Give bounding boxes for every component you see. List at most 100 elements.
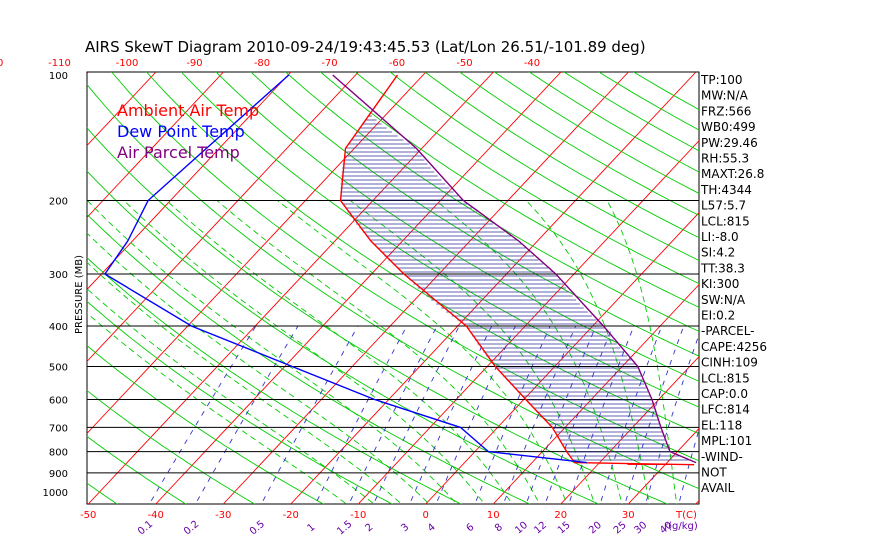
pressure-tick-label: 500 (49, 362, 68, 373)
mixing-ratio-tick-label: 20 (587, 520, 604, 537)
mixing-ratio-tick-label: 3 (399, 522, 411, 535)
index-entry: TT:38.3 (700, 261, 745, 275)
y-axis-label: PRESSURE (MB) (74, 255, 85, 334)
dry-adiabat-line (319, 72, 699, 308)
moist-adiabat-line (87, 288, 375, 504)
isotherm-line (87, 72, 157, 147)
mixing-ratio-tick-label: 0.2 (182, 519, 201, 538)
mixing-ratio-line (600, 325, 663, 501)
temp-unit-label: T(C) (675, 510, 697, 521)
mixing-ratio-line (196, 325, 299, 502)
isotherm-line (87, 72, 494, 504)
index-entry: WB0:499 (701, 120, 756, 134)
mixing-ratio-tick-label: 1 (305, 522, 317, 535)
index-entry: SI:4.2 (701, 246, 735, 260)
index-entry: EL:118 (701, 418, 742, 432)
mixing-ratio-line (436, 325, 516, 501)
top-temp-tick-label: -110 (48, 58, 71, 69)
index-entry: -WIND- (701, 450, 743, 464)
isotherm-line (155, 72, 562, 504)
index-entry: TH:4344 (700, 183, 752, 197)
isotherm-line (763, 72, 870, 504)
pressure-tick-label: 200 (49, 197, 68, 208)
mixing-ratio-tick-label: 10 (513, 520, 530, 537)
index-entry: EI:0.2 (701, 309, 735, 323)
isotherm-line (87, 72, 292, 291)
mixing-ratio-line (150, 325, 257, 502)
isotherm-line (87, 72, 359, 363)
index-entry: MAXT:26.8 (701, 167, 764, 181)
dry-adiabat-line (87, 345, 325, 504)
mixing-ratio-line (679, 427, 699, 501)
chart-title: AIRS SkewT Diagram 2010-09-24/19:43:45.5… (85, 38, 646, 56)
isotherm-line (831, 72, 870, 504)
bottom-temp-tick-label: -30 (215, 510, 231, 521)
dry-adiabat-line (87, 435, 187, 504)
index-entry: SW:N/A (701, 293, 746, 307)
index-entry: LCL:815 (701, 214, 750, 228)
bottom-temp-tick-label: -50 (80, 510, 96, 521)
pressure-tick-label: 400 (49, 322, 68, 333)
mixing-ratio-tick-label: 12 (532, 520, 549, 537)
dry-adiabat-line (87, 213, 531, 504)
pressure-tick-label: 300 (49, 270, 68, 281)
bottom-temp-tick-label: 0 (423, 510, 429, 521)
index-entry: -PARCEL- (701, 324, 755, 338)
profile-lines (103, 74, 697, 466)
mixing-ratio-unit-label: r(g/kg) (664, 521, 698, 532)
index-entry: NOT (701, 466, 727, 480)
mixing-ratio-tick-label: 0.1 (136, 519, 155, 538)
moist-adiabat-line (606, 200, 678, 504)
moist-adiabat-line (87, 200, 458, 504)
mixing-ratio-tick-label: 15 (556, 520, 573, 537)
mixing-ratio-line (646, 333, 699, 501)
dry-adiabat-line (87, 257, 462, 504)
mixing-ratio-tick-label: 2 (363, 522, 375, 535)
index-entry: CINH:109 (701, 356, 758, 370)
dry-adiabat-line (87, 83, 699, 490)
index-entry: L57:5.7 (701, 199, 746, 213)
index-entry: TP:100 (700, 73, 743, 87)
index-entry: CAP:0.0 (701, 387, 748, 401)
mixing-ratio-line (569, 325, 635, 501)
pressure-tick-label: 800 (49, 448, 68, 459)
moist-adiabat-line (87, 232, 430, 504)
dry-adiabat-line (180, 72, 699, 408)
dry-adiabat-line (87, 390, 256, 504)
mixing-ratio-line (316, 325, 408, 502)
index-entry: CAPE:4256 (701, 340, 767, 354)
top-temp-tick-label: -100 (116, 58, 139, 69)
bottom-temp-tick-label: -20 (283, 510, 299, 521)
index-entry: PW:29.46 (701, 136, 758, 150)
mixing-ratio-tick-label: 8 (493, 522, 505, 535)
pressure-tick-label: 600 (49, 395, 68, 406)
mixing-ratio-line (410, 325, 493, 501)
bottom-temp-tick-label: 20 (554, 510, 567, 521)
moist-adiabat-line (350, 200, 596, 504)
bottom-temp-tick-label: 30 (622, 510, 635, 521)
index-entry: FRZ:566 (701, 104, 751, 118)
index-entry: MPL:101 (701, 434, 752, 448)
top-temp-tick-label: -80 (254, 58, 270, 69)
dew-point-line (103, 74, 587, 464)
pressure-tick-label: 900 (49, 469, 68, 480)
index-entry: RH:55.3 (701, 152, 749, 166)
pressure-tick-label: 1000 (43, 488, 68, 499)
legend-entry: Ambient Air Temp (117, 101, 259, 120)
mixing-ratio-tick-label: 6 (465, 522, 477, 535)
dry-adiabat-line (215, 72, 699, 382)
mixing-ratio-tick-label: 30 (632, 520, 649, 537)
legend-entry: Air Parcel Temp (117, 143, 240, 162)
index-entry: MW:N/A (701, 89, 749, 103)
moist-adiabat-line (525, 200, 650, 504)
dry-adiabat-line (354, 72, 699, 285)
ambient-temp-line (339, 74, 695, 466)
pressure-tick-label: 700 (49, 423, 68, 434)
mixing-ratio-tick-label: 25 (612, 520, 629, 537)
top-temp-tick-label: -60 (389, 58, 405, 69)
dry-adiabat-line (0, 35, 56, 510)
moist-adiabat-line (435, 200, 623, 504)
top-temp-tick-label: -40 (524, 58, 540, 69)
moist-adiabat-line (123, 200, 485, 504)
isotherm-line (87, 72, 224, 219)
